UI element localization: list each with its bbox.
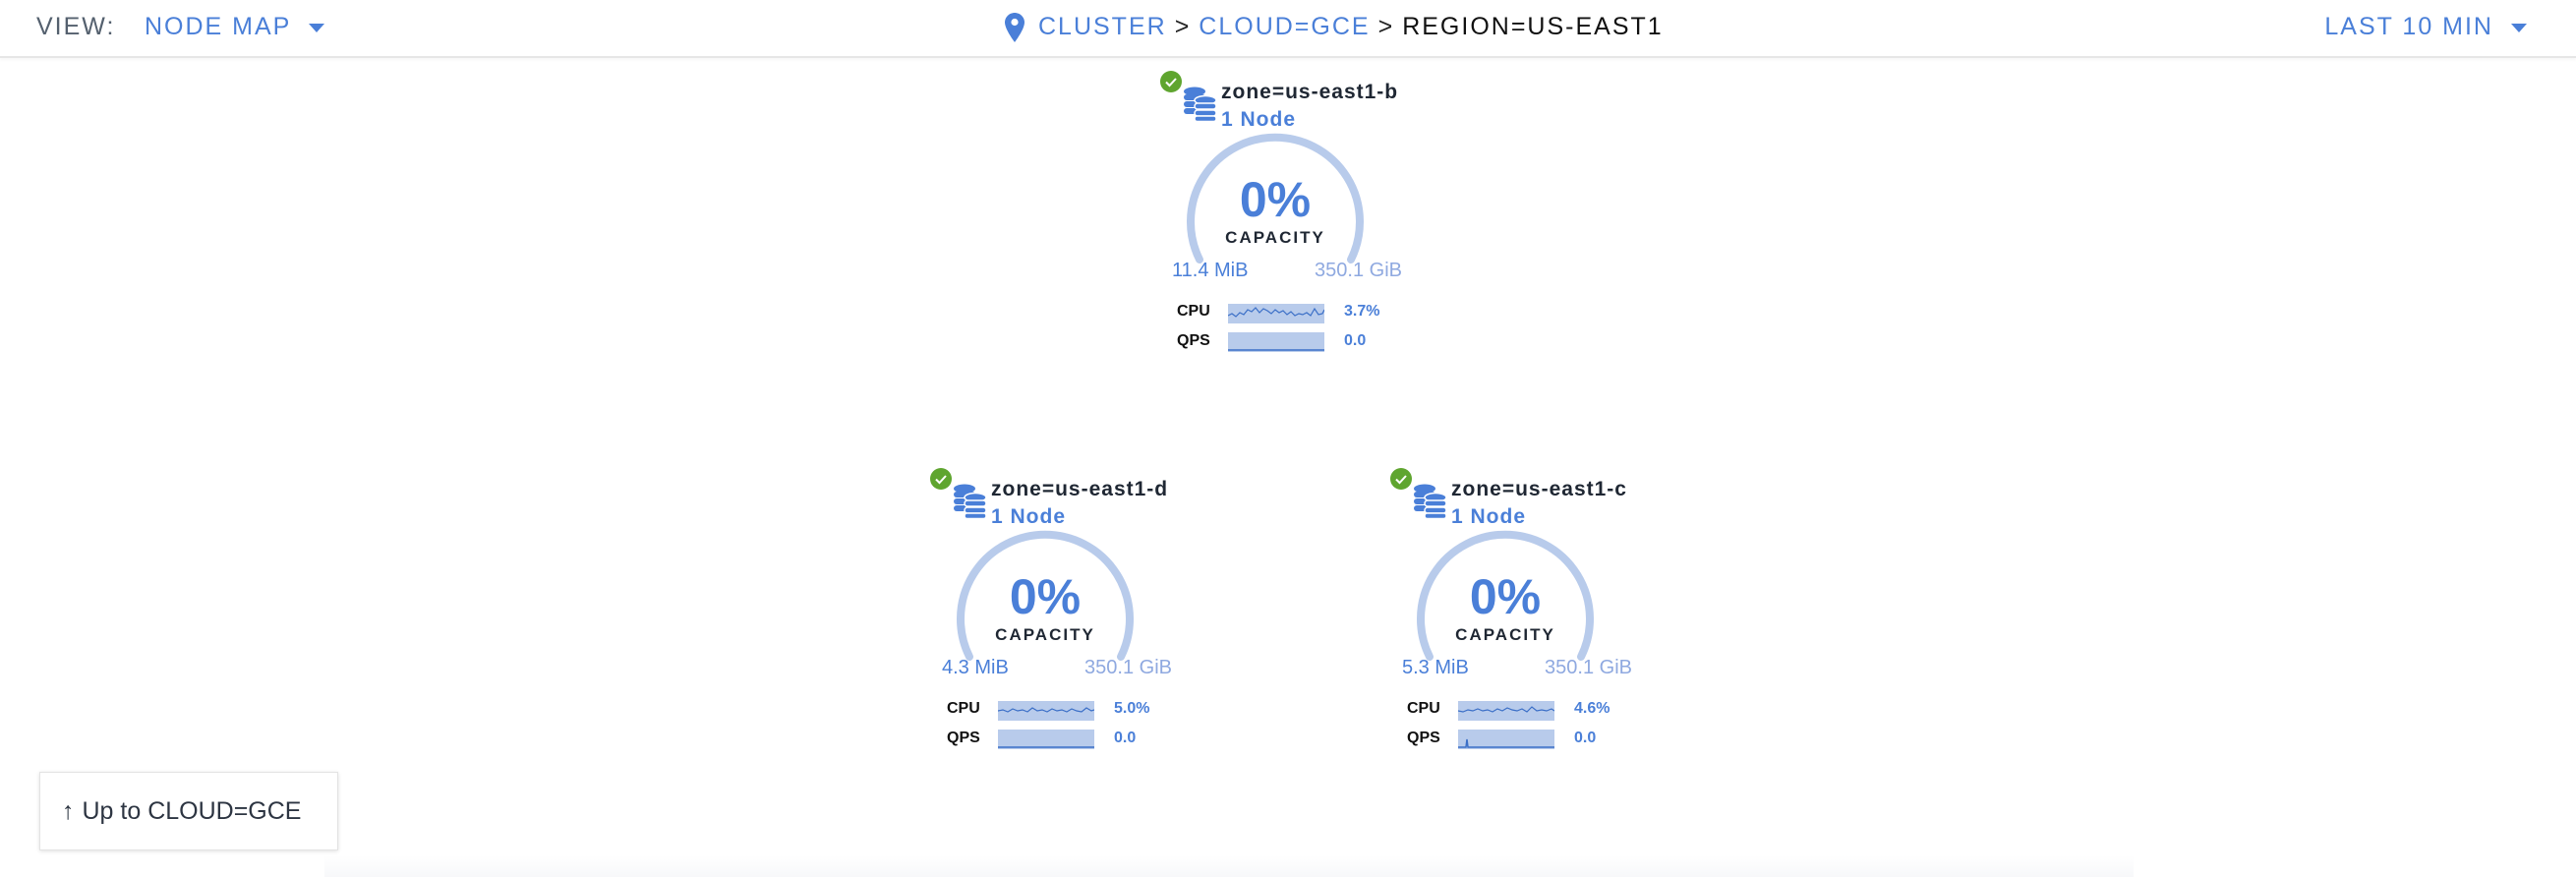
database-icon [1414, 484, 1447, 519]
zone-node-count: 1 Node [991, 505, 1067, 528]
capacity-gauge [957, 530, 1134, 661]
database-icon [954, 484, 987, 519]
cpu-value: 5.0% [1114, 700, 1150, 717]
qps-value: 0.0 [1574, 730, 1597, 746]
zone-node-count: 1 Node [1451, 505, 1527, 528]
arrow-up-icon: ↑ [62, 796, 75, 825]
breadcrumb-region: REGION=US-EAST1 [1402, 13, 1664, 40]
zone-title[interactable]: zone=us-east1-b [1221, 81, 1399, 103]
capacity-label: CAPACITY [1455, 625, 1555, 644]
cpu-label: CPU [1407, 700, 1440, 717]
cpu-label: CPU [1177, 303, 1210, 320]
up-to-cloud-button[interactable]: ↑ Up to CLOUD=GCE [39, 772, 338, 850]
time-range-selector[interactable]: LAST 10 MIN [2324, 10, 2527, 43]
qps-value: 0.0 [1114, 730, 1137, 746]
breadcrumb: CLUSTER > CLOUD=GCE > REGION=US-EAST1 [1005, 10, 1664, 43]
view-label: VIEW: [36, 13, 116, 40]
capacity-label: CAPACITY [1225, 228, 1325, 247]
qps-sparkline [998, 730, 1094, 749]
breadcrumb-separator: > [1174, 13, 1192, 40]
top-bar: VIEW: NODE MAP CLUSTER > CLOUD=GCE > REGION=… [0, 0, 2576, 58]
view-selector[interactable]: NODE MAP [145, 10, 325, 43]
qps-sparkline [1458, 730, 1554, 749]
capacity-gauge [1417, 530, 1594, 661]
used-storage: 4.3 MiB [942, 657, 1009, 678]
view-value: NODE MAP [145, 13, 292, 40]
total-storage: 350.1 GiB [1315, 260, 1402, 281]
cpu-value: 3.7% [1344, 303, 1380, 320]
used-storage: 5.3 MiB [1402, 657, 1469, 678]
breadcrumb-cluster[interactable]: CLUSTER [1038, 13, 1167, 40]
cpu-sparkline [1458, 701, 1554, 721]
map-pin-icon [1005, 13, 1025, 43]
capacity-percent: 0% [1469, 569, 1542, 624]
caret-down-icon [2511, 23, 2527, 32]
status-ok-icon [1160, 71, 1182, 92]
zone-card[interactable]: zone=us-east1-d 1 Node 0% CAPACITY 4.3 MiB 35… [930, 468, 1402, 783]
total-storage: 350.1 GiB [1545, 657, 1632, 678]
breadcrumb-separator: > [1377, 13, 1395, 40]
qps-label: QPS [947, 730, 980, 746]
caret-down-icon [309, 23, 325, 32]
cpu-label: CPU [947, 700, 980, 717]
capacity-percent: 0% [1009, 569, 1082, 624]
status-ok-icon [930, 468, 952, 490]
capacity-percent: 0% [1239, 172, 1312, 227]
qps-sparkline [1228, 332, 1324, 352]
qps-label: QPS [1177, 332, 1210, 349]
capacity-gauge [1187, 133, 1364, 263]
up-button-label: Up to CLOUD=GCE [82, 796, 302, 825]
footer-shade [324, 855, 2134, 877]
time-range-value: LAST 10 MIN [2324, 13, 2493, 40]
zone-title[interactable]: zone=us-east1-c [1451, 478, 1627, 500]
cpu-sparkline [1228, 304, 1324, 323]
total-storage: 350.1 GiB [1084, 657, 1172, 678]
qps-value: 0.0 [1344, 332, 1367, 349]
zone-card[interactable]: zone=us-east1-c 1 Node 0% CAPACITY 5.3 MiB 35… [1390, 468, 1862, 783]
zone-title[interactable]: zone=us-east1-d [991, 478, 1169, 500]
capacity-label: CAPACITY [995, 625, 1095, 644]
database-icon [1184, 87, 1217, 122]
breadcrumb-cloud[interactable]: CLOUD=GCE [1199, 13, 1371, 40]
qps-label: QPS [1407, 730, 1440, 746]
used-storage: 11.4 MiB [1172, 260, 1249, 281]
cpu-value: 4.6% [1574, 700, 1610, 717]
zone-node-count: 1 Node [1221, 108, 1297, 131]
status-ok-icon [1390, 468, 1412, 490]
zone-card[interactable]: zone=us-east1-b 1 Node 0% CAPACITY 11.4 MiB 3… [1160, 71, 1632, 385]
cpu-sparkline [998, 701, 1094, 721]
